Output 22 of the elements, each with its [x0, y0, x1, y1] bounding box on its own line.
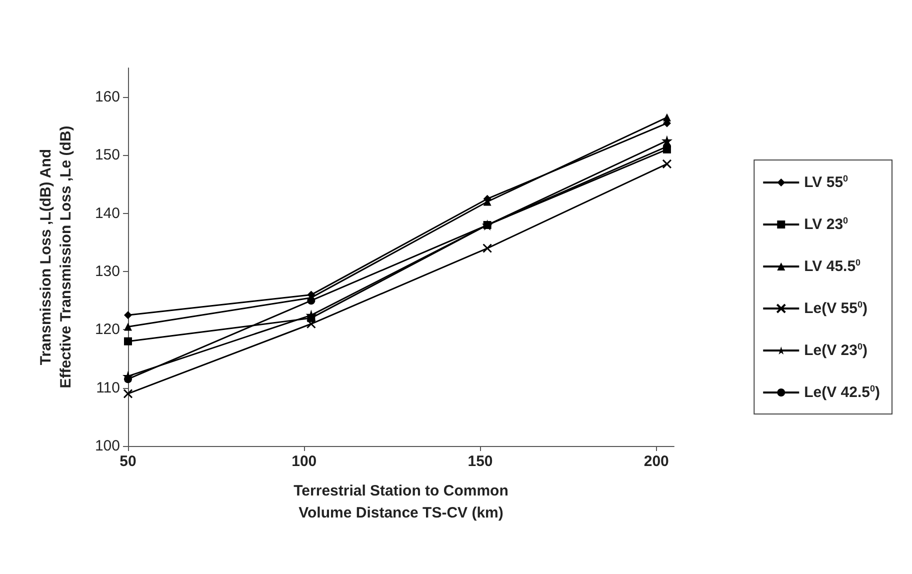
y-tick-label: 140	[94, 204, 120, 222]
point	[307, 296, 316, 305]
y-axis-title: Transmission Loss ,L(dB) And Effective Transmission Loss ,Le (dB)	[38, 126, 74, 388]
point	[662, 113, 671, 122]
x-tick-label: 100	[292, 453, 317, 470]
x-tick-label: 150	[468, 453, 493, 470]
x-axis-title: Terrestrial Station to Common Volume Distance TS-CV (km)	[294, 482, 508, 522]
point	[124, 322, 132, 331]
point	[306, 319, 316, 329]
y-tick-label: 160	[94, 88, 120, 106]
y-tick-label: 150	[94, 146, 120, 164]
point	[124, 337, 132, 346]
point	[662, 159, 672, 169]
y-tick-label: 100	[94, 438, 120, 454]
x-tick-label: 200	[644, 453, 669, 470]
point	[124, 311, 132, 320]
y-tick-label: 130	[94, 263, 120, 280]
point	[123, 388, 133, 398]
point	[482, 244, 492, 254]
y-tick-label: 110	[96, 379, 120, 396]
y-tick-label: 120	[94, 321, 120, 338]
x-tick-label: 50	[120, 453, 136, 470]
